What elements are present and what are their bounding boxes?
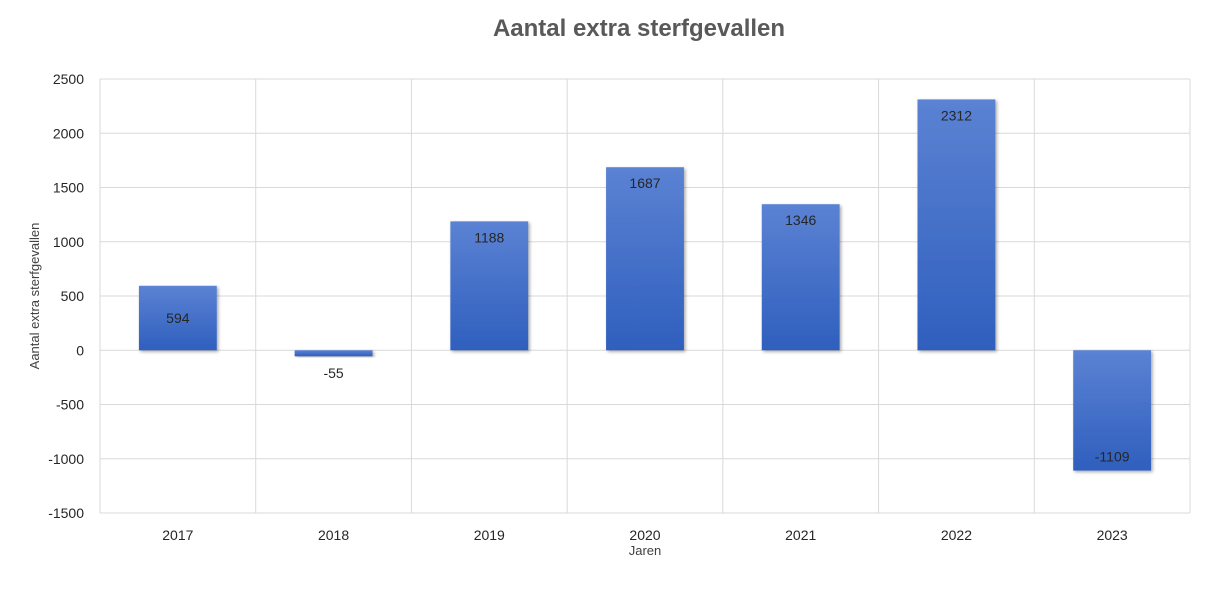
data-label-2019: 1188	[474, 229, 504, 245]
bar-2021	[761, 204, 840, 351]
data-labels: 594 -55 1188 1687 1346 2312 -1109	[166, 107, 1130, 464]
x-tick-label: 2020	[629, 527, 660, 543]
y-tick-label: -1500	[48, 505, 84, 521]
y-tick-label: 1500	[53, 180, 84, 196]
y-tick-label: 500	[61, 288, 85, 304]
x-tick-label: 2023	[1097, 527, 1128, 543]
y-tick-label: -500	[56, 397, 84, 413]
data-label-2021: 1346	[785, 212, 816, 228]
data-label-2023: -1109	[1095, 449, 1130, 465]
x-tick-label: 2017	[162, 527, 193, 543]
bar-2020	[606, 167, 684, 351]
y-tick-label: 2000	[53, 125, 84, 141]
x-axis-title: Jaren	[629, 543, 662, 558]
y-tick-label: 1000	[53, 234, 84, 250]
data-label-2018: -55	[323, 365, 343, 381]
data-label-2022: 2312	[941, 107, 972, 123]
y-tick-label: 2500	[53, 71, 84, 87]
y-axis-title: Aantal extra sterfgevallen	[27, 223, 42, 370]
bars	[138, 99, 1152, 471]
y-tick-label: -1000	[48, 451, 84, 467]
x-tick-label: 2019	[474, 527, 505, 543]
y-tick-label: 0	[76, 342, 84, 358]
bar-2018	[294, 350, 373, 357]
bar-2019	[450, 221, 529, 351]
data-label-2017: 594	[166, 310, 190, 326]
bar-2023	[1073, 350, 1152, 471]
x-tick-label: 2018	[318, 527, 349, 543]
bar-2022	[917, 99, 996, 351]
data-label-2020: 1687	[629, 175, 660, 191]
bar-2017	[138, 285, 217, 351]
chart-title: Aantal extra sterfgevallen	[493, 15, 785, 42]
y-axis-ticks: 2500 2000 1500 1000 500 0 -500 -1000 -1500	[48, 71, 84, 521]
x-axis-ticks: 2017 2018 2019 2020 2021 2022 2023	[162, 527, 1128, 543]
x-tick-label: 2021	[785, 527, 816, 543]
x-tick-label: 2022	[941, 527, 972, 543]
